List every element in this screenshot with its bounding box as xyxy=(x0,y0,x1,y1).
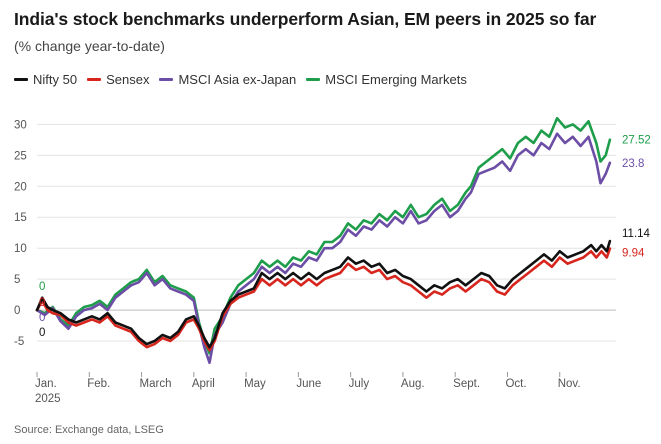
x-tick-label: July xyxy=(349,378,370,390)
chart-subtitle: (% change year-to-date) xyxy=(14,38,165,54)
end-label-msci-emerging-markets: 27.52 xyxy=(622,135,651,147)
legend-item-nifty-50: Nifty 50 xyxy=(14,72,77,87)
series-line-nifty-50 xyxy=(35,239,612,349)
start-label-nifty-50: 0 xyxy=(39,327,45,339)
y-tick-label: 30 xyxy=(14,119,27,131)
series-labels: 27.52 23.8 9.94 11.14 0 0 0 0 xyxy=(39,135,651,339)
x-tick-label: Aug. xyxy=(401,378,425,390)
legend-swatch-nifty-50 xyxy=(14,78,28,81)
series-lines xyxy=(35,116,612,364)
legend-label-msci-asia-ex-japan: MSCI Asia ex-Japan xyxy=(178,72,297,87)
x-tick-label: May xyxy=(244,378,266,390)
x-tick-label: Nov. xyxy=(558,378,581,390)
y-tick-label: 20 xyxy=(14,181,27,193)
x-tick-label: Jan. xyxy=(35,378,57,390)
gridlines xyxy=(37,123,616,342)
legend-label-sensex: Sensex xyxy=(106,72,150,87)
chart-title: India's stock benchmarks underperform As… xyxy=(14,9,597,29)
x-axis: Jan. 2025 Feb. March April May June July Aug. Sep… xyxy=(35,372,581,405)
end-label-sensex: 9.94 xyxy=(622,248,645,260)
legend-item-msci-asia-ex-japan: MSCI Asia ex-Japan xyxy=(159,72,296,87)
series-line-msci-emerging-markets xyxy=(35,116,612,355)
start-label-msci-emerging-markets: 0 xyxy=(39,281,45,293)
x-tick-label: April xyxy=(192,378,215,390)
x-tick-label: June xyxy=(296,378,321,390)
legend: Nifty 50 Sensex MSCI Asia ex-Japan MSCI … xyxy=(14,72,477,87)
legend-item-msci-emerging-markets: MSCI Emerging Markets xyxy=(306,72,467,87)
end-label-msci-asia-ex-japan: 23.8 xyxy=(622,158,644,170)
x-tick-label: Sept. xyxy=(453,378,480,390)
end-label-nifty-50: 11.14 xyxy=(622,228,651,240)
y-tick-label: 25 xyxy=(14,150,27,162)
y-axis-tick-labels: -5 0 5 10 15 20 25 30 xyxy=(14,119,27,348)
y-tick-label: 0 xyxy=(14,305,20,317)
x-tick-label: March xyxy=(140,378,172,390)
y-tick-label: 15 xyxy=(14,212,27,224)
legend-label-msci-emerging-markets: MSCI Emerging Markets xyxy=(325,72,467,87)
legend-swatch-msci-emerging-markets xyxy=(306,78,321,81)
y-tick-label: 5 xyxy=(14,274,20,286)
legend-item-sensex: Sensex xyxy=(87,72,149,87)
x-tick-label: Feb. xyxy=(87,378,110,390)
start-label-sensex: 0 xyxy=(39,297,45,309)
series-line-msci-asia-ex-japan xyxy=(35,132,612,364)
series-line-sensex xyxy=(35,247,612,352)
legend-swatch-sensex xyxy=(87,78,102,81)
source-note: Source: Exchange data, LSEG xyxy=(14,424,164,436)
x-tick-sublabel: 2025 xyxy=(35,393,61,405)
y-tick-label: 10 xyxy=(14,243,27,255)
start-label-msci-asia-ex-japan: 0 xyxy=(39,312,45,324)
y-tick-label: -5 xyxy=(14,336,24,348)
x-tick-label: Oct. xyxy=(505,378,526,390)
legend-label-nifty-50: Nifty 50 xyxy=(33,72,78,87)
legend-swatch-msci-asia-ex-japan xyxy=(159,78,174,81)
